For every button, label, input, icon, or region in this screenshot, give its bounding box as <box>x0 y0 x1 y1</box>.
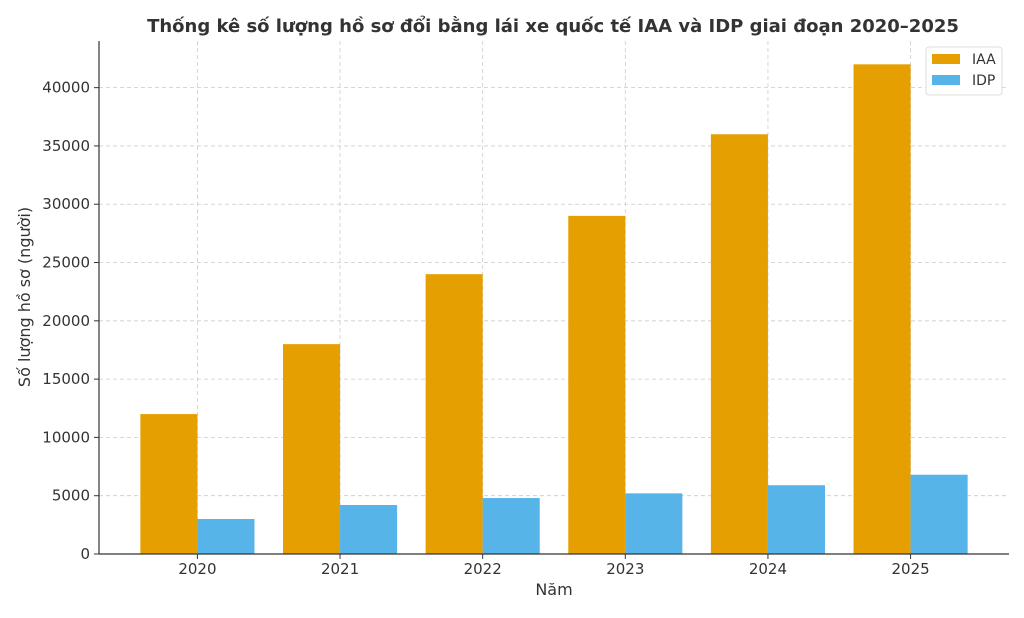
x-tick-label: 2021 <box>321 560 359 578</box>
x-axis-label: Năm <box>535 580 572 599</box>
bar-idp-2020 <box>197 519 255 554</box>
y-tick-label: 25000 <box>42 254 90 272</box>
y-axis-label: Số lượng hồ sơ (người) <box>15 207 34 387</box>
bar-idp-2021 <box>340 505 398 554</box>
bar-iaa-2023 <box>568 215 626 555</box>
legend-label-iaa: IAA <box>972 52 996 68</box>
bar-iaa-2022 <box>425 274 483 554</box>
y-tick-label: 5000 <box>52 487 90 505</box>
x-tick-label: 2023 <box>606 560 644 578</box>
y-tick-label: 40000 <box>42 79 90 97</box>
x-tick-label: 2022 <box>464 560 502 578</box>
y-tick-label: 35000 <box>42 137 90 155</box>
y-tick-label: 30000 <box>42 195 90 213</box>
bar-idp-2022 <box>482 498 540 554</box>
chart-title: Thống kê số lượng hồ sơ đổi bằng lái xe … <box>147 15 959 37</box>
y-tick-label: 20000 <box>42 312 90 330</box>
bar-idp-2023 <box>625 493 683 554</box>
legend-swatch-idp <box>932 75 960 85</box>
bar-idp-2024 <box>767 485 826 554</box>
legend-label-idp: IDP <box>972 73 995 89</box>
x-tick-label: 2020 <box>178 560 216 578</box>
bar-idp-2025 <box>910 474 968 554</box>
y-tick-label: 15000 <box>42 370 90 388</box>
legend: IAA IDP <box>925 46 1003 96</box>
bar-iaa-2021 <box>282 344 341 554</box>
bar-iaa-2025 <box>853 64 911 555</box>
bar-iaa-2020 <box>140 414 198 554</box>
legend-swatch-iaa <box>932 54 960 64</box>
y-tick-label: 10000 <box>42 428 90 446</box>
bar-iaa-2024 <box>710 134 768 555</box>
y-tick-label: 0 <box>80 545 90 563</box>
x-tick-label: 2025 <box>891 560 929 578</box>
x-tick-label: 2024 <box>749 560 787 578</box>
